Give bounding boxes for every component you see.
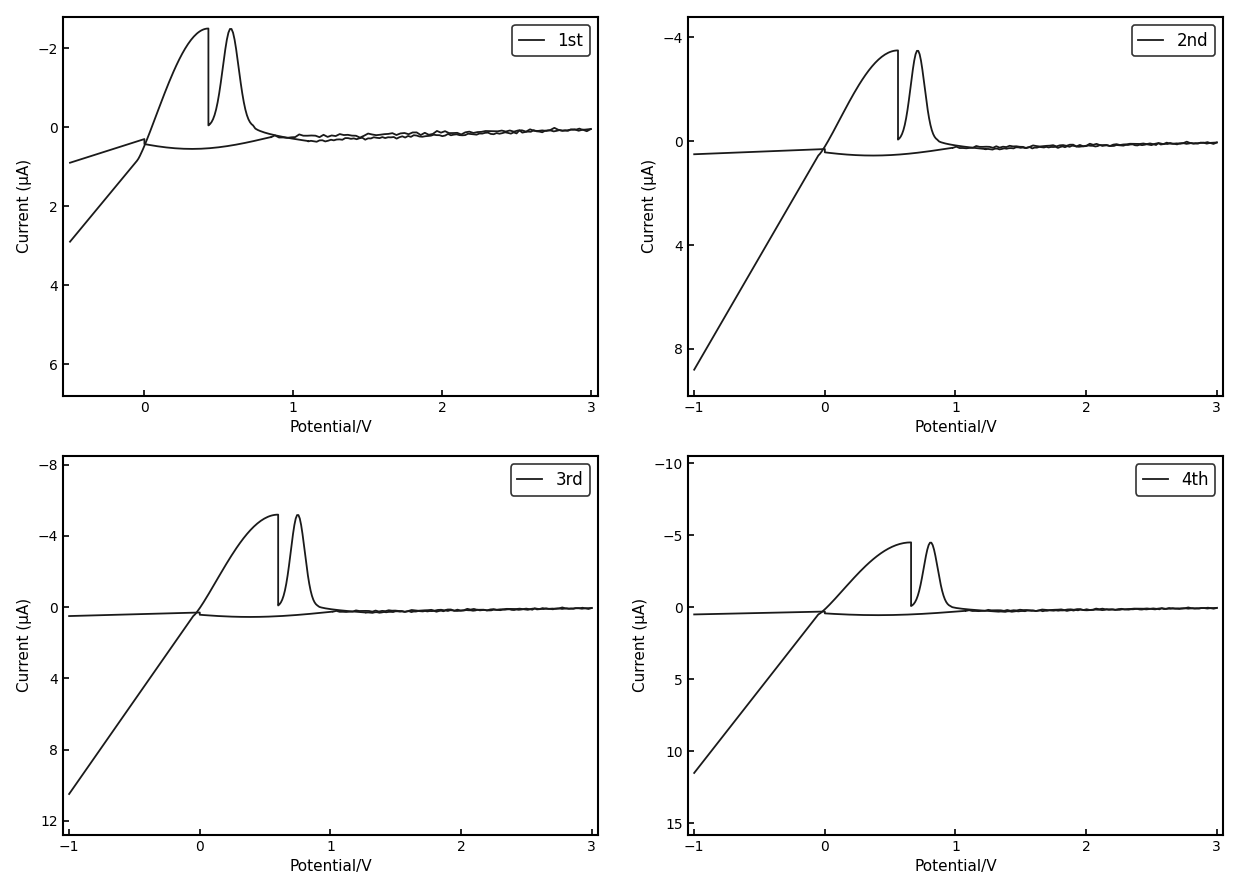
- Legend: 4th: 4th: [1136, 464, 1215, 495]
- X-axis label: Potential/V: Potential/V: [914, 420, 997, 435]
- X-axis label: Potential/V: Potential/V: [289, 859, 372, 874]
- X-axis label: Potential/V: Potential/V: [289, 420, 372, 435]
- Y-axis label: Current (μA): Current (μA): [17, 159, 32, 253]
- Legend: 1st: 1st: [512, 25, 590, 56]
- Y-axis label: Current (μA): Current (μA): [16, 599, 32, 692]
- Y-axis label: Current (μA): Current (μA): [632, 599, 649, 692]
- Legend: 2nd: 2nd: [1132, 25, 1215, 56]
- Y-axis label: Current (μA): Current (μA): [642, 159, 657, 253]
- Legend: 3rd: 3rd: [511, 464, 590, 495]
- X-axis label: Potential/V: Potential/V: [914, 859, 997, 874]
